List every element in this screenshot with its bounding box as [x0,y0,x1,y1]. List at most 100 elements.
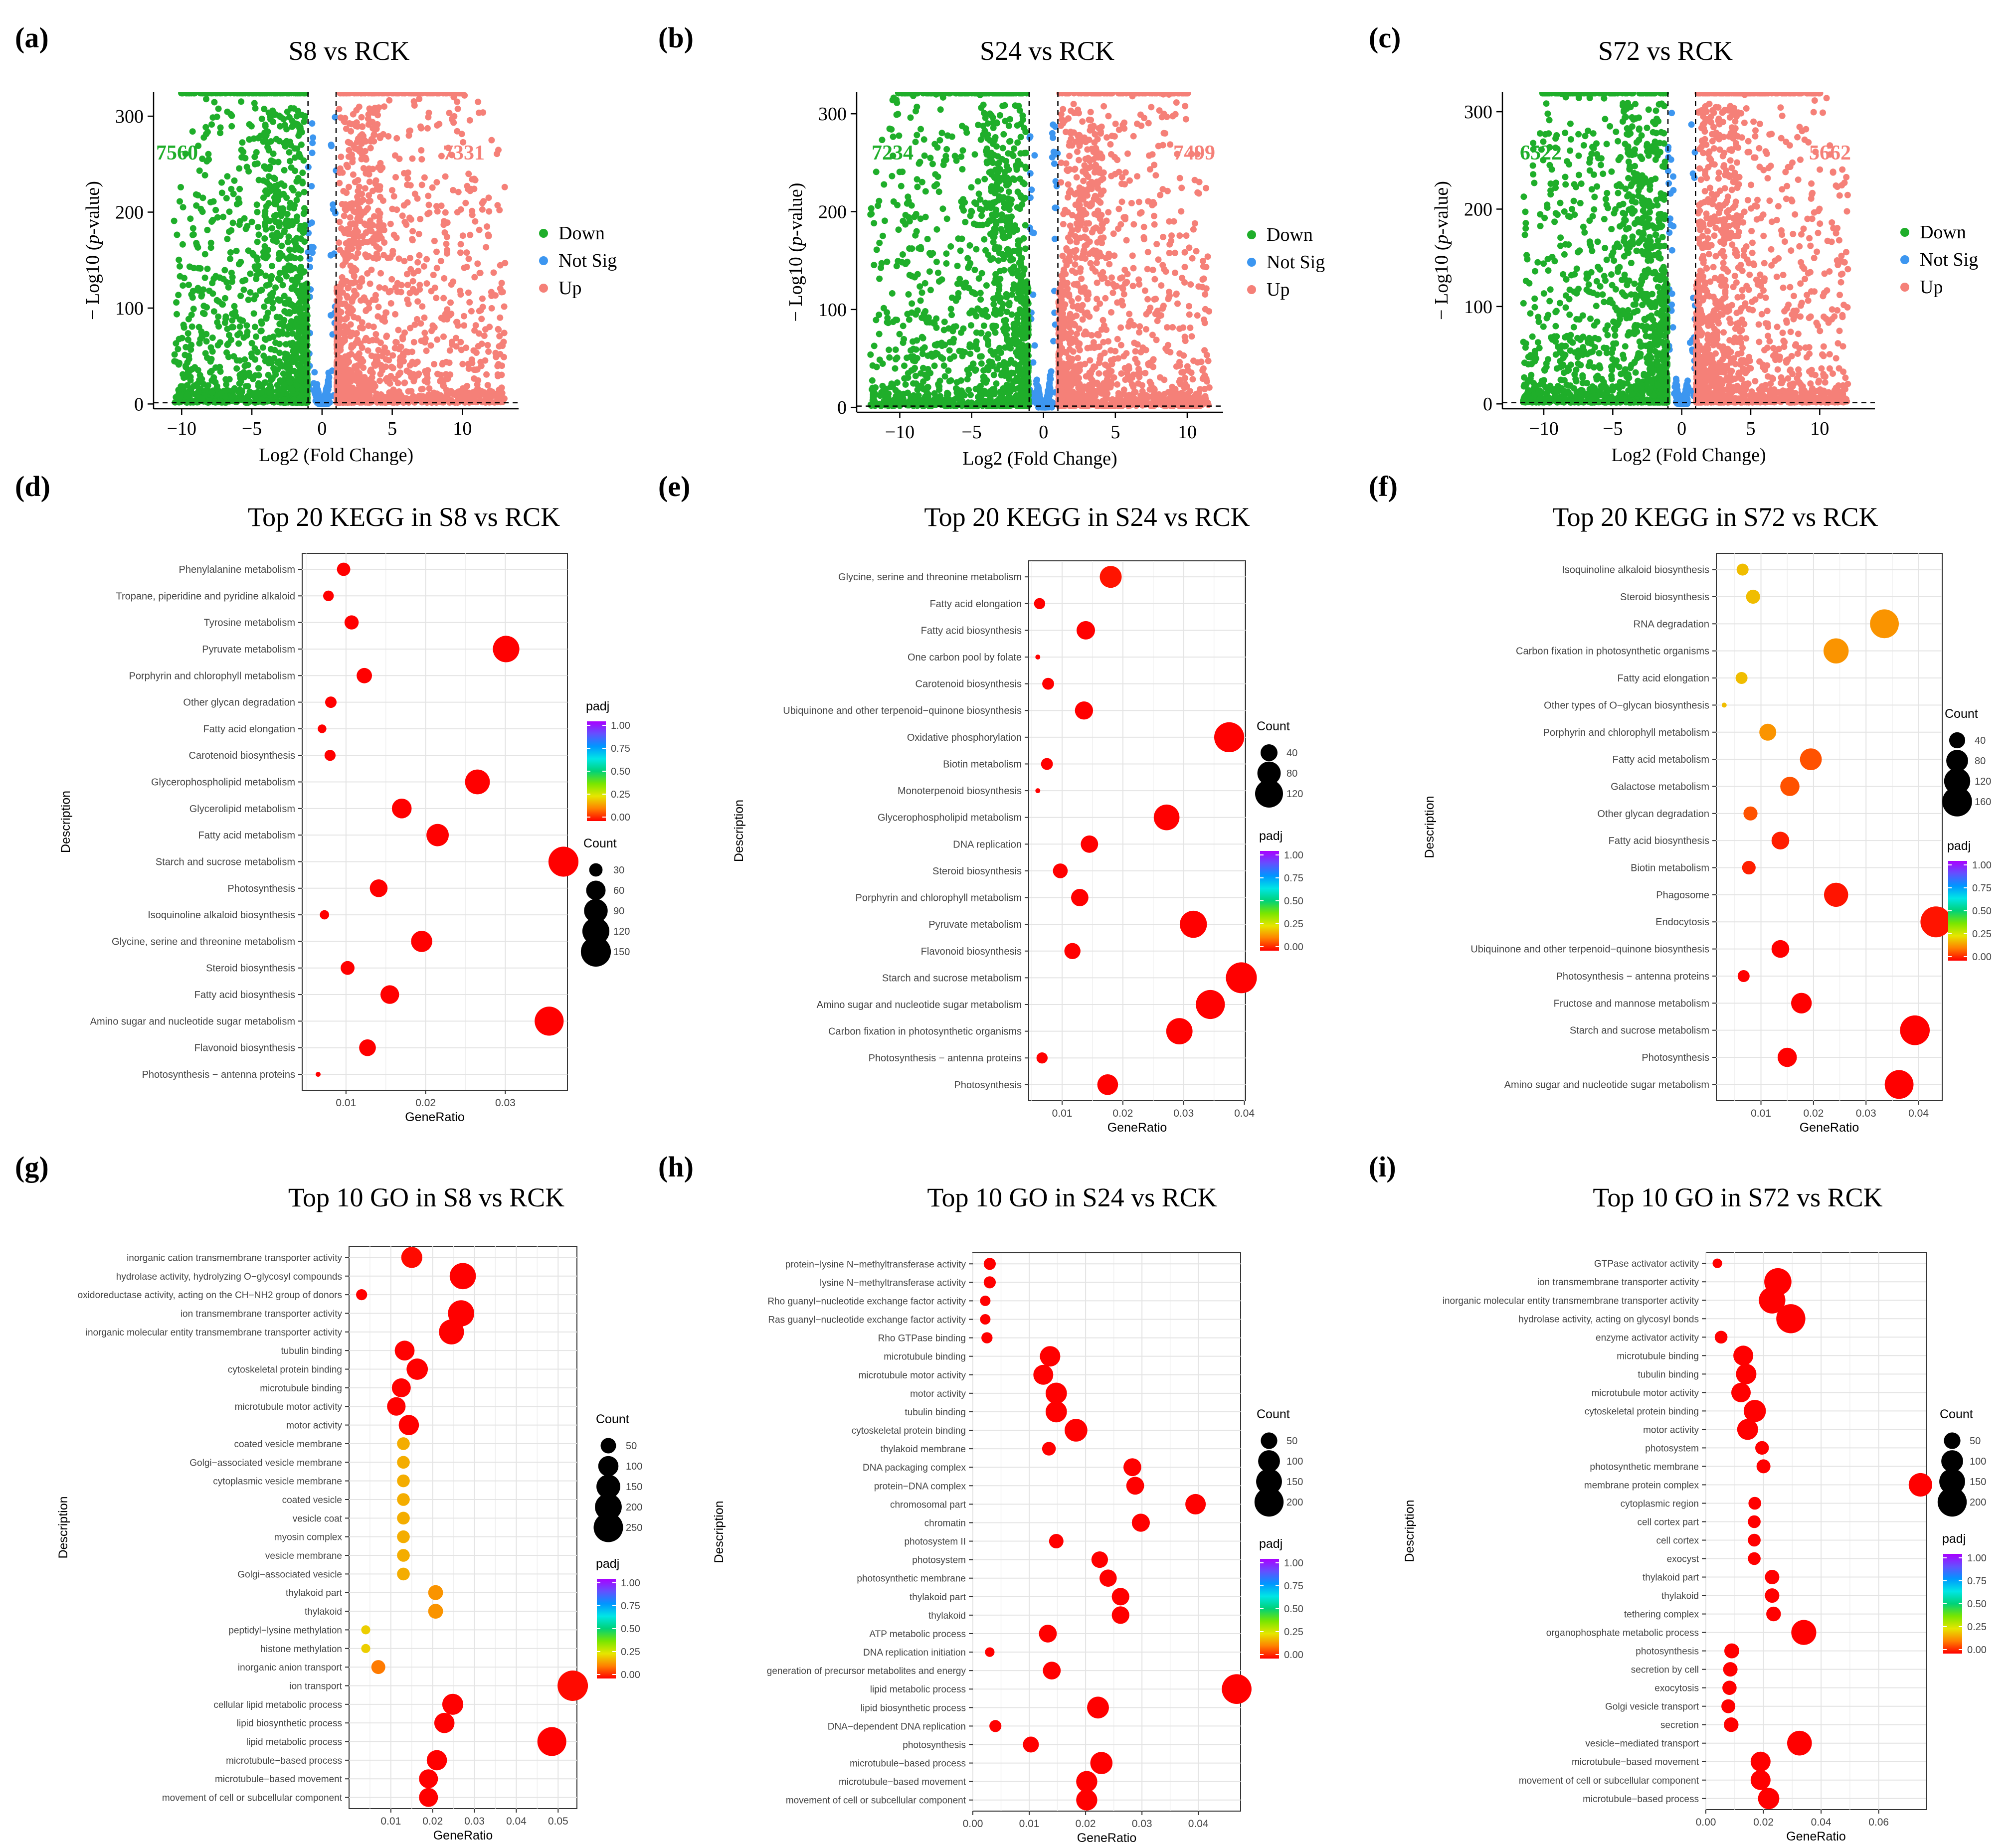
down-point [940,362,947,369]
up-point [496,206,503,213]
down-point [266,281,273,288]
down-point [190,383,197,390]
down-point [297,154,304,161]
down-point [888,380,895,387]
up-point [466,299,473,306]
down-point [190,92,197,97]
down-point [1003,291,1010,298]
up-point [462,199,469,206]
down-point [193,202,200,209]
up-point [354,336,361,343]
up-point [377,371,384,377]
up-point [492,292,499,299]
up-point [457,338,464,345]
down-point [926,268,933,275]
notsig-point [325,381,332,388]
down-point [180,92,186,97]
up-point [347,333,354,339]
up-point [449,341,456,348]
volcano-points [867,92,1213,411]
up-point [345,309,352,316]
up-point [434,336,441,343]
up-point [369,296,376,303]
up-point [485,348,492,355]
up-point [486,208,493,215]
down-point [293,196,300,203]
down-point [263,315,270,322]
up-point [410,286,416,293]
up-point [450,119,457,126]
up-point [460,139,467,146]
up-point [345,92,352,97]
down-point [184,330,191,337]
down-point [187,215,194,222]
up-point [423,347,430,354]
down-point [941,319,948,326]
down-point [277,297,284,304]
up-point [348,342,355,349]
up-point [362,148,368,155]
down-point [254,348,261,355]
down-point [902,381,909,388]
down-point [205,151,212,158]
down-point [970,220,977,227]
down-point [197,335,204,342]
up-point [355,177,362,183]
up-point [441,229,448,236]
down-point [177,198,183,205]
down-point [244,383,251,390]
up-point [477,307,484,314]
notsig-point [1030,359,1037,366]
up-point [351,364,358,371]
down-point [296,246,303,253]
up-point [418,147,425,154]
down-point [301,312,308,319]
down-point [283,194,290,201]
down-point [912,364,918,371]
down-point [244,361,251,368]
up-point [339,169,346,176]
up-point [344,294,351,301]
up-point [393,92,400,97]
up-point [434,208,441,215]
down-point [211,398,218,405]
down-point [898,182,905,189]
down-point [277,377,284,384]
up-point [364,254,370,261]
notsig-point [1050,337,1057,344]
notsig-point [323,386,330,393]
down-point [236,199,243,206]
up-point [339,382,346,389]
down-point [177,273,183,280]
up-point [429,395,436,402]
up-point [421,314,428,321]
down-point [208,218,215,225]
down-point [289,218,296,225]
down-point [236,221,243,228]
down-point [265,173,272,180]
down-point [201,251,208,258]
up-point [356,378,363,385]
down-point [194,285,201,292]
down-point [262,255,269,262]
y-axis-label: − Log10 (p-value) [82,181,103,320]
down-point [264,309,271,316]
down-point [992,329,999,336]
up-point [437,371,444,378]
down-point [303,374,310,381]
up-point [349,268,356,275]
up-point [367,138,374,145]
down-point [299,180,306,186]
down-point [207,244,214,251]
down-point [281,167,288,173]
down-point [196,167,203,174]
up-point [409,348,415,355]
up-point [401,258,408,265]
up-point [346,120,353,127]
down-point [238,147,245,154]
up-point [354,354,361,361]
down-point [871,220,878,227]
down-point [213,383,220,390]
up-point [372,177,379,184]
up-point [401,218,408,225]
